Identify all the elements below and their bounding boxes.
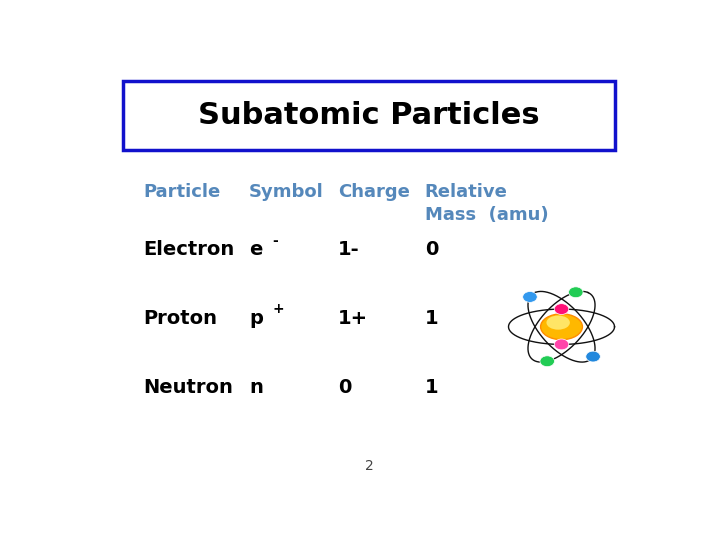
Circle shape	[523, 292, 537, 302]
FancyBboxPatch shape	[124, 82, 615, 150]
Ellipse shape	[546, 315, 570, 329]
Text: 2: 2	[364, 459, 374, 473]
Ellipse shape	[541, 314, 582, 340]
Text: 1+: 1+	[338, 309, 369, 328]
Text: Proton: Proton	[143, 309, 217, 328]
Circle shape	[554, 339, 569, 350]
Text: 1: 1	[425, 309, 438, 328]
Text: 1: 1	[425, 377, 438, 396]
Circle shape	[586, 351, 600, 362]
Text: n: n	[249, 377, 263, 396]
Text: 0: 0	[338, 377, 351, 396]
Circle shape	[540, 356, 554, 367]
Text: e: e	[249, 240, 262, 259]
Text: 0: 0	[425, 240, 438, 259]
Circle shape	[569, 287, 583, 298]
Text: p: p	[249, 309, 263, 328]
Text: Subatomic Particles: Subatomic Particles	[198, 102, 540, 131]
Text: Charge: Charge	[338, 183, 410, 201]
Text: 1-: 1-	[338, 240, 360, 259]
Text: Neutron: Neutron	[143, 377, 233, 396]
Circle shape	[554, 303, 569, 314]
Text: Relative
Mass  (amu): Relative Mass (amu)	[425, 183, 549, 224]
Text: +: +	[272, 302, 284, 316]
Text: Symbol: Symbol	[249, 183, 324, 201]
Text: Electron: Electron	[143, 240, 234, 259]
Text: Particle: Particle	[143, 183, 220, 201]
Text: -: -	[272, 234, 278, 248]
